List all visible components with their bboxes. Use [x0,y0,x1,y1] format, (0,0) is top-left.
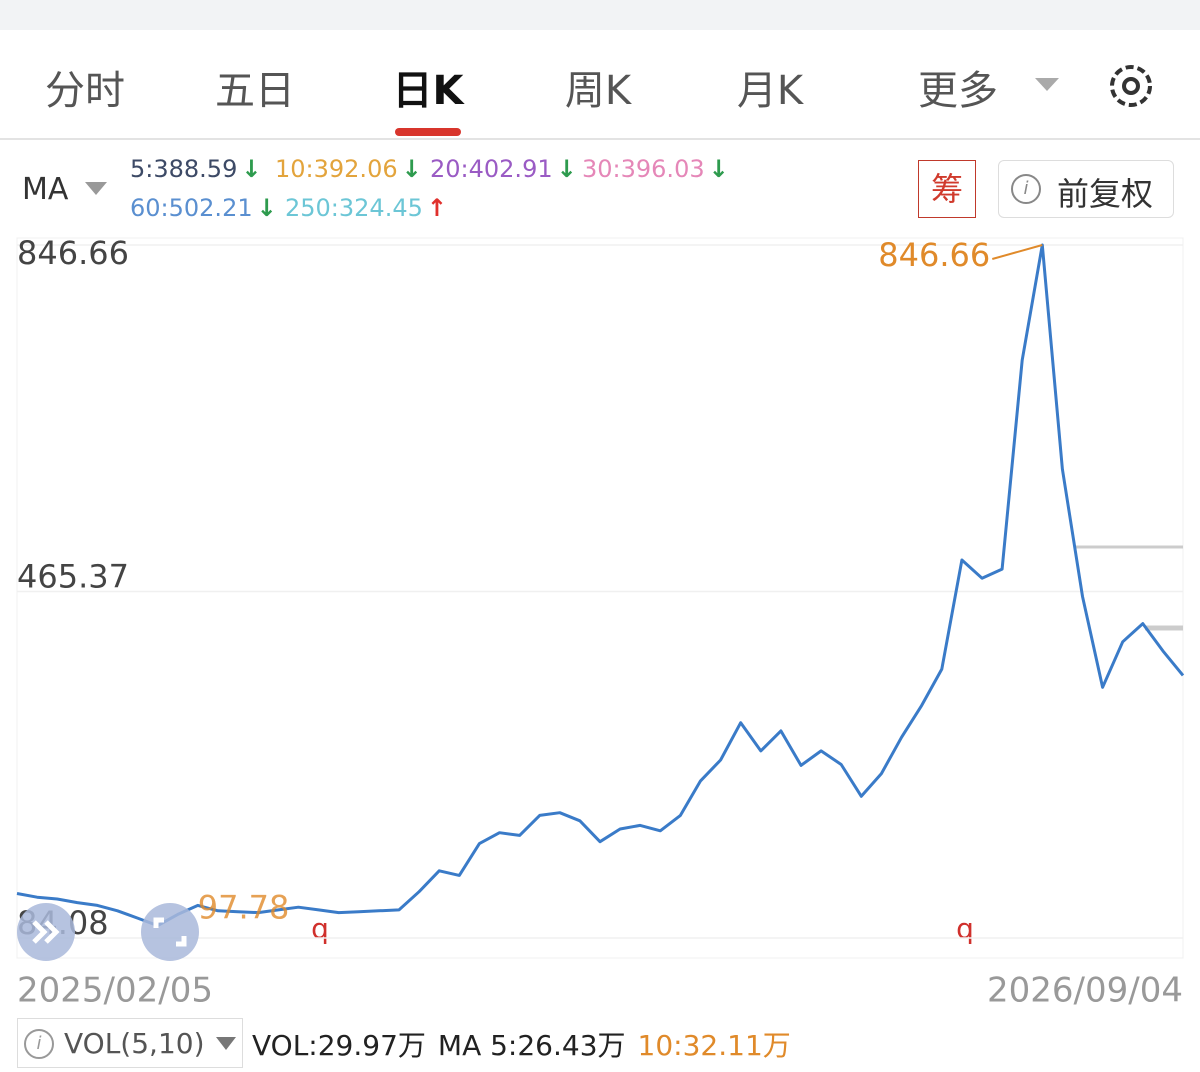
active-indicator [395,128,461,136]
ma-item: 5:388.59 ↓ [130,155,261,183]
ma-value: 250:324.45 [285,194,423,222]
y-tick-label: 465.37 [17,558,129,596]
x-end-label: 2026/09/04 [987,971,1183,1011]
plot-frame [16,237,1184,959]
vol-selector[interactable]: i VOL(5,10) [17,1018,243,1068]
ma-arrow: ↑ [426,194,447,222]
ma-value: 5:388.59 [130,155,238,183]
vol-value: MA 5:26.43万 [437,1029,626,1062]
fullscreen-button[interactable] [140,902,200,962]
ma-arrow: ↓ [256,194,277,222]
min-label: 97.78 [198,889,290,927]
settings-icon[interactable] [1105,60,1157,112]
ma-value: 10:392.06 [275,155,398,183]
ma-item: 10:392.06 ↓ [275,155,422,183]
ma-item: 20:402.91 ↓ [430,155,577,183]
adjust-label: 前复权 [1057,175,1154,213]
ma-label[interactable]: MA [22,172,69,207]
ma-value: 30:396.03 [582,155,705,183]
tab[interactable]: 日K [392,68,464,114]
marker: q [311,912,329,945]
vol-selector-label: VOL(5,10) [64,1027,205,1060]
tab[interactable]: 月K [736,68,804,114]
dropdown-arrow [85,182,107,195]
ma-item: 60:502.21 ↓ [130,194,277,222]
vol-value: VOL:29.97万 [252,1029,426,1062]
tab[interactable]: 更多 [918,68,998,114]
marker: q [956,912,974,945]
x-start-label: 2025/02/05 [17,971,213,1011]
ma-arrow: ↓ [556,155,577,183]
dropdown-arrow [1035,78,1059,91]
ma-item: 250:324.45 ↑ [285,194,447,222]
max-pointer [992,244,1043,260]
status-strip [0,0,1200,30]
y-tick-label: 846.66 [17,234,129,272]
price-line [16,243,1185,928]
chart: q q 2025/02/05 2026/09/04 846.66 465.37 84… [16,234,1185,1011]
tab[interactable]: 分时 [45,68,125,114]
dropdown-arrow [216,1037,236,1050]
ma-item: 30:396.03 ↓ [582,155,729,183]
expand-button[interactable] [16,902,76,962]
info-icon: i [1011,174,1041,204]
adjust-button[interactable]: i 前复权 [998,160,1174,218]
info-icon: i [24,1029,54,1059]
chip-button[interactable]: 筹 [918,160,976,218]
tab[interactable]: 五日 [215,68,295,114]
ma-value: 60:502.21 [130,194,253,222]
ma-value: 20:402.91 [430,155,553,183]
ma-arrow: ↓ [241,155,262,183]
max-label: 846.66 [878,236,990,274]
ma-arrow: ↓ [708,155,729,183]
ma-arrow: ↓ [401,155,422,183]
separator [0,138,1200,140]
tab[interactable]: 周K [564,68,632,114]
vol-value: 10:32.11万 [637,1029,791,1062]
